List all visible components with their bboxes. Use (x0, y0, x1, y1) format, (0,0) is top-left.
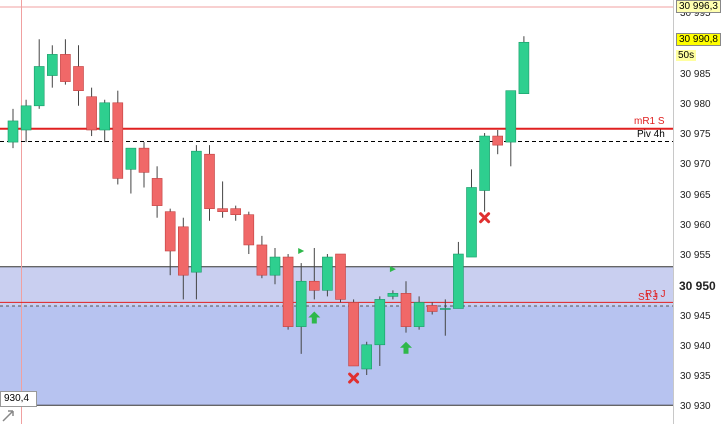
cursor-value-box: 930,4 (0, 391, 37, 407)
candle-body (387, 293, 399, 297)
candle-body (518, 41, 530, 95)
price-tick-label: 30 975 (680, 129, 711, 141)
r1-level-label: R1 J (645, 289, 666, 301)
candle-body (86, 96, 97, 131)
zoom-arrow-icon[interactable] (1, 409, 15, 423)
candle-body (361, 344, 373, 370)
buy-arrow-icon (400, 341, 412, 354)
candle-body (400, 293, 412, 327)
candle-body (335, 253, 346, 300)
candle-body (453, 253, 464, 309)
flag-marker-icon (298, 248, 305, 254)
candle-body (112, 102, 124, 179)
sell-cross-icon (479, 212, 491, 224)
candle-body (505, 90, 517, 143)
candle-body (60, 54, 71, 82)
candle-body (99, 102, 110, 131)
candle-body (439, 308, 451, 310)
candle-body (295, 280, 307, 327)
candle-body (426, 305, 438, 312)
candle-body (269, 256, 281, 276)
candle-body (243, 214, 255, 246)
candle-body (256, 244, 268, 276)
price-tick-label: 30 935 (680, 371, 711, 383)
candle-body (322, 256, 333, 291)
candle-body (479, 135, 490, 191)
candle-body (73, 66, 84, 91)
candle-body (191, 150, 202, 273)
last-price-tag: 30 990,8 (676, 33, 721, 46)
price-tick-label: 30 945 (680, 310, 711, 322)
candle-body (125, 147, 137, 170)
candle-body (20, 105, 32, 131)
candle-body (492, 135, 504, 146)
candle-body (413, 302, 425, 327)
candle-body (7, 120, 19, 143)
candle-body (466, 187, 477, 258)
price-tick-label: 30 965 (680, 189, 711, 201)
candle-timer: 50s (676, 50, 697, 61)
high-price-tag: 30 996,3 (676, 0, 721, 13)
support-zone-lower (0, 306, 673, 406)
candle-body (348, 302, 359, 367)
candle-body (33, 66, 45, 107)
candle-body (230, 208, 241, 215)
s1-level-label: S1 J (638, 292, 659, 304)
sell-cross-icon (348, 372, 360, 384)
price-tick-label: 30 960 (680, 219, 711, 231)
below-zone (0, 405, 673, 424)
price-tick-label: 30 980 (680, 98, 711, 110)
candle-body (178, 226, 189, 276)
price-tick-label: 30 950 (679, 279, 716, 294)
flag-marker-icon (389, 266, 396, 273)
candle-body (217, 208, 228, 212)
candle-body (308, 280, 320, 291)
candle-body (282, 256, 294, 327)
price-tick-label: 30 940 (680, 340, 711, 352)
candle-body (46, 54, 58, 76)
candle-body (164, 211, 176, 252)
candlestick-plot[interactable] (0, 0, 673, 424)
price-tick-label: 30 995 (680, 8, 711, 20)
candle-body (151, 178, 163, 206)
candle-body (138, 147, 150, 173)
price-tick-label: 30 930 (680, 401, 711, 413)
candle-body (374, 299, 386, 346)
candle-body (204, 153, 215, 209)
price-tick-label: 30 955 (680, 250, 711, 262)
buy-arrow-icon (308, 311, 321, 324)
price-tick-label: 30 985 (680, 68, 711, 80)
pivot-level-label: Piv 4h (637, 129, 665, 141)
mr1-level-label: mR1 S (634, 115, 665, 127)
price-tick-label: 30 970 (680, 159, 711, 171)
